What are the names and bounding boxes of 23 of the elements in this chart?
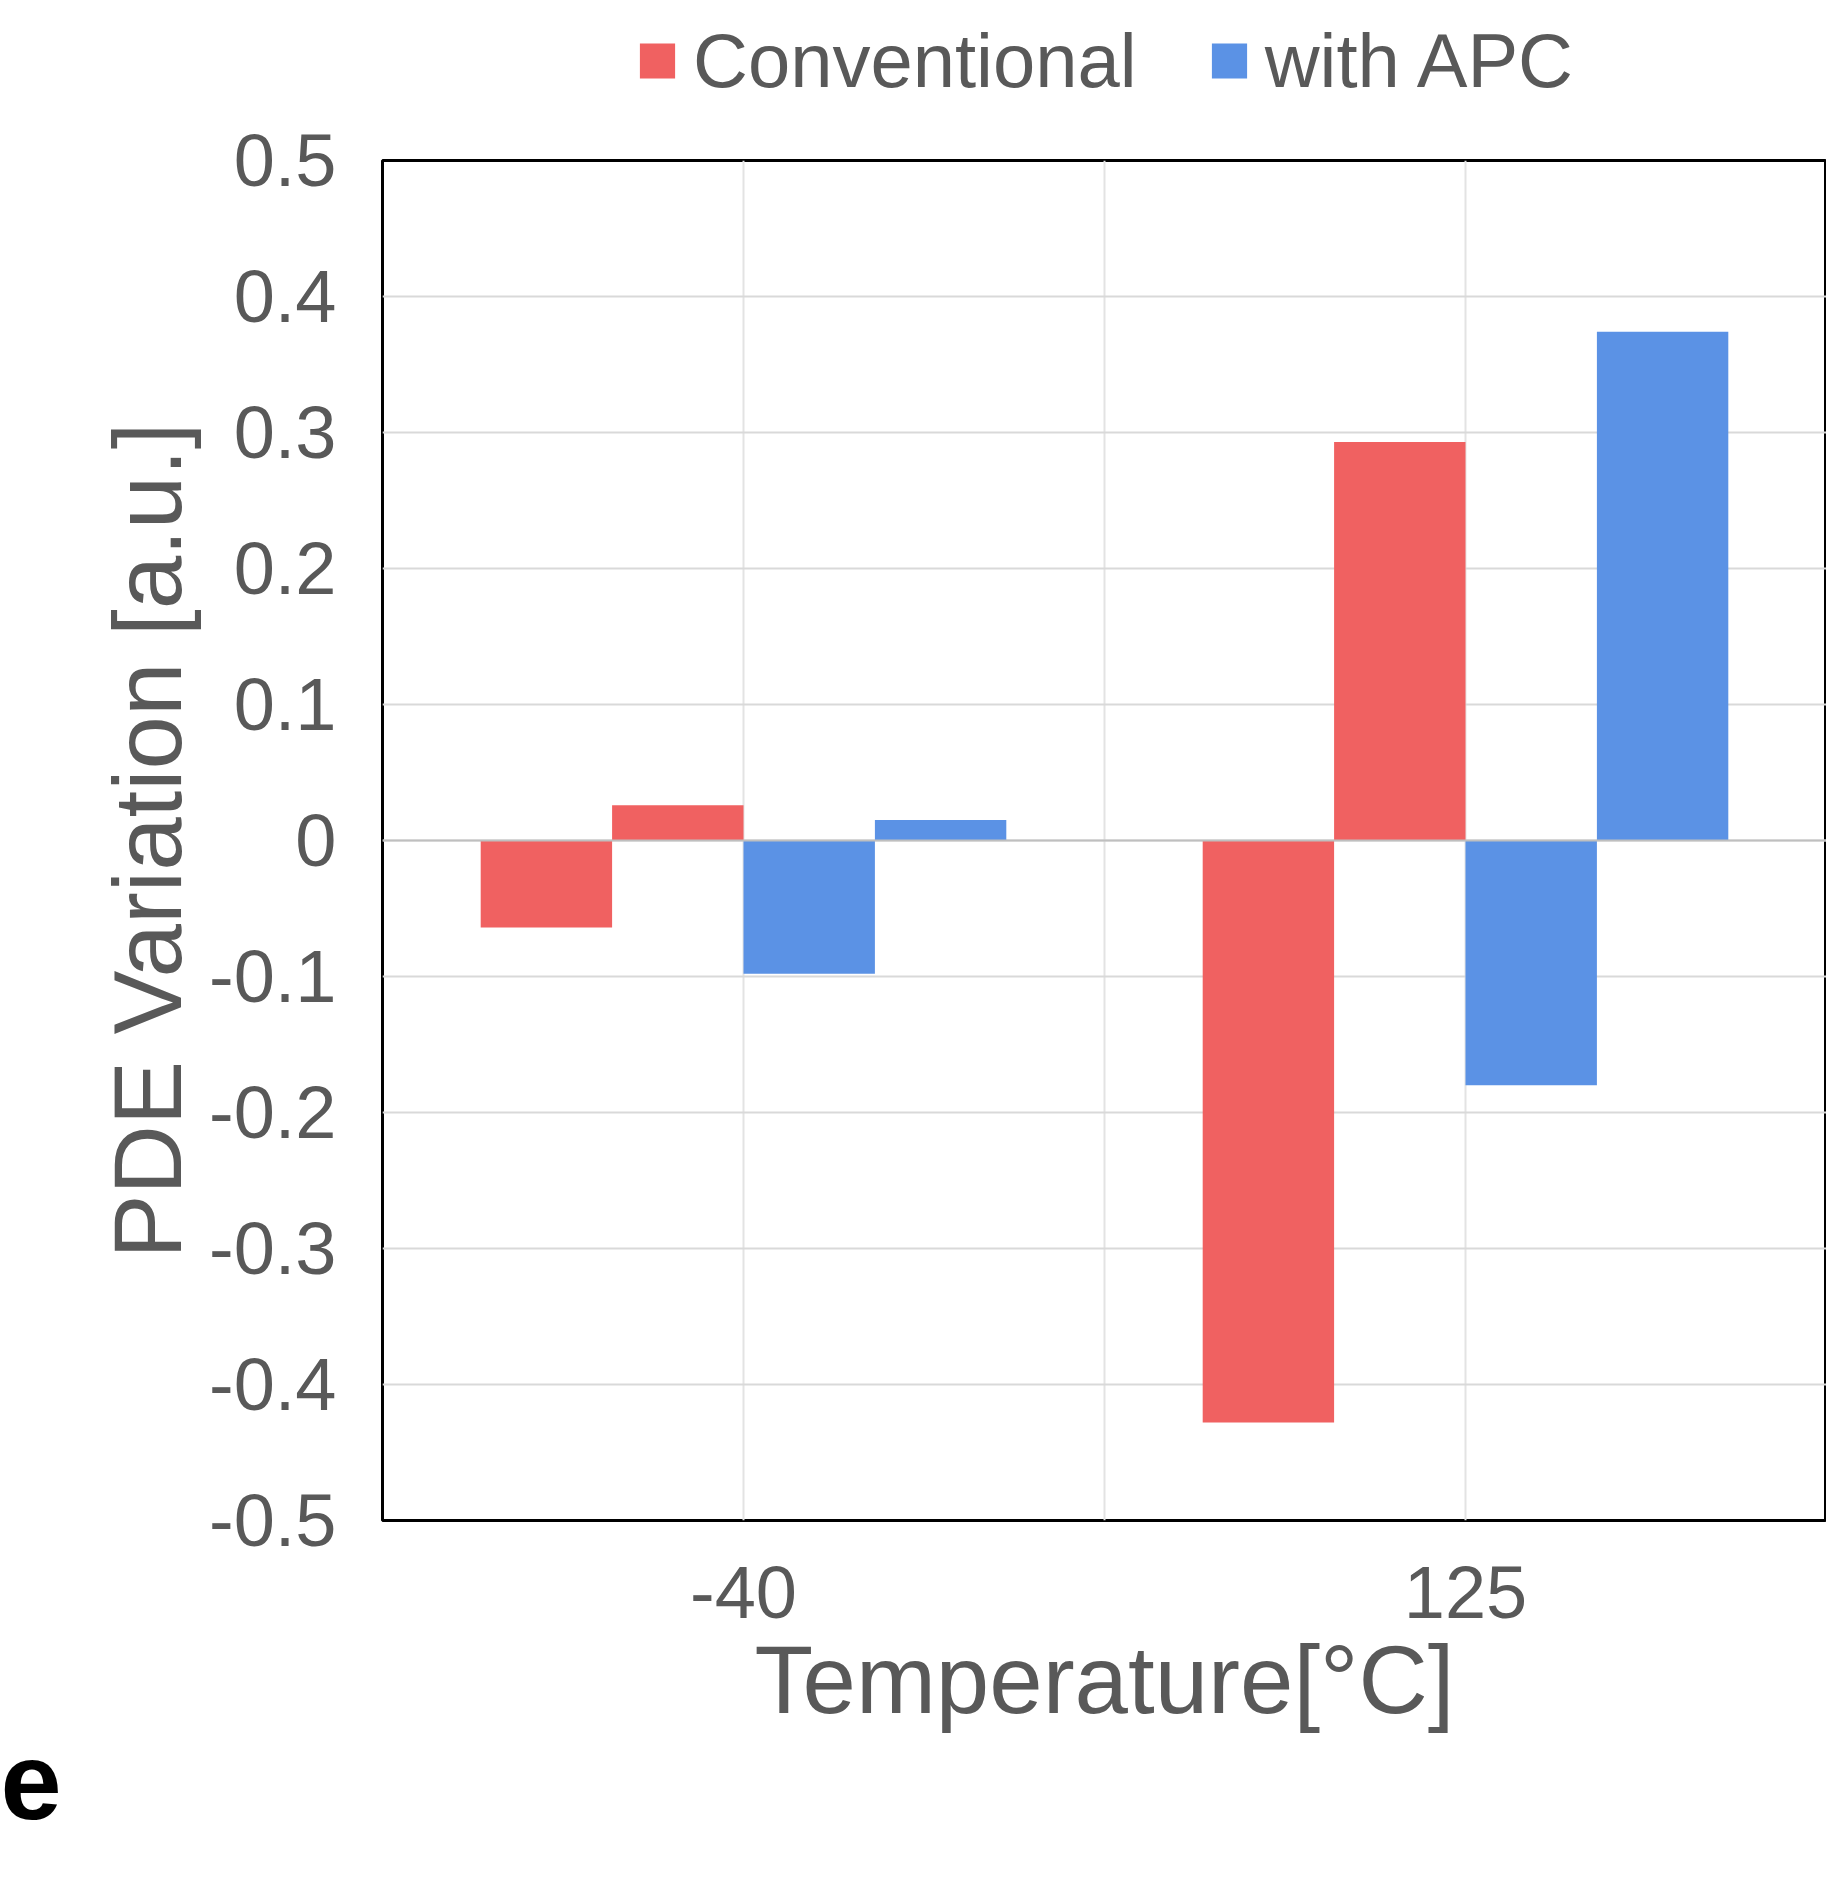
y-tick-label: -0.4 bbox=[208, 1343, 337, 1426]
bar bbox=[1465, 840, 1597, 1086]
y-tick-label: 0.5 bbox=[233, 119, 337, 202]
bar bbox=[612, 805, 744, 841]
bar bbox=[1334, 442, 1466, 841]
bar bbox=[1202, 840, 1335, 1423]
y-tick-label: -0.1 bbox=[208, 935, 337, 1018]
bar bbox=[1596, 331, 1729, 841]
y-tick-label: -0.3 bbox=[208, 1207, 337, 1290]
legend-label: Conventional bbox=[693, 16, 1137, 104]
text: e bbox=[0, 1718, 62, 1842]
y-tick-label: 0.2 bbox=[233, 527, 337, 610]
bar bbox=[743, 840, 875, 974]
y-axis-title: PDE Variation [a.u.] bbox=[93, 422, 201, 1259]
y-tick-label: 0.1 bbox=[233, 663, 337, 746]
y-tick-label: -0.5 bbox=[208, 1479, 337, 1562]
y-tick-label: 0.4 bbox=[233, 255, 337, 338]
y-tick-label: 0.3 bbox=[233, 391, 337, 474]
y-tick-label: 0 bbox=[295, 799, 337, 882]
y-tick-label: -0.2 bbox=[208, 1071, 337, 1154]
legend-label: with APC bbox=[1264, 16, 1573, 104]
bar bbox=[874, 820, 1007, 841]
bar bbox=[480, 840, 613, 928]
